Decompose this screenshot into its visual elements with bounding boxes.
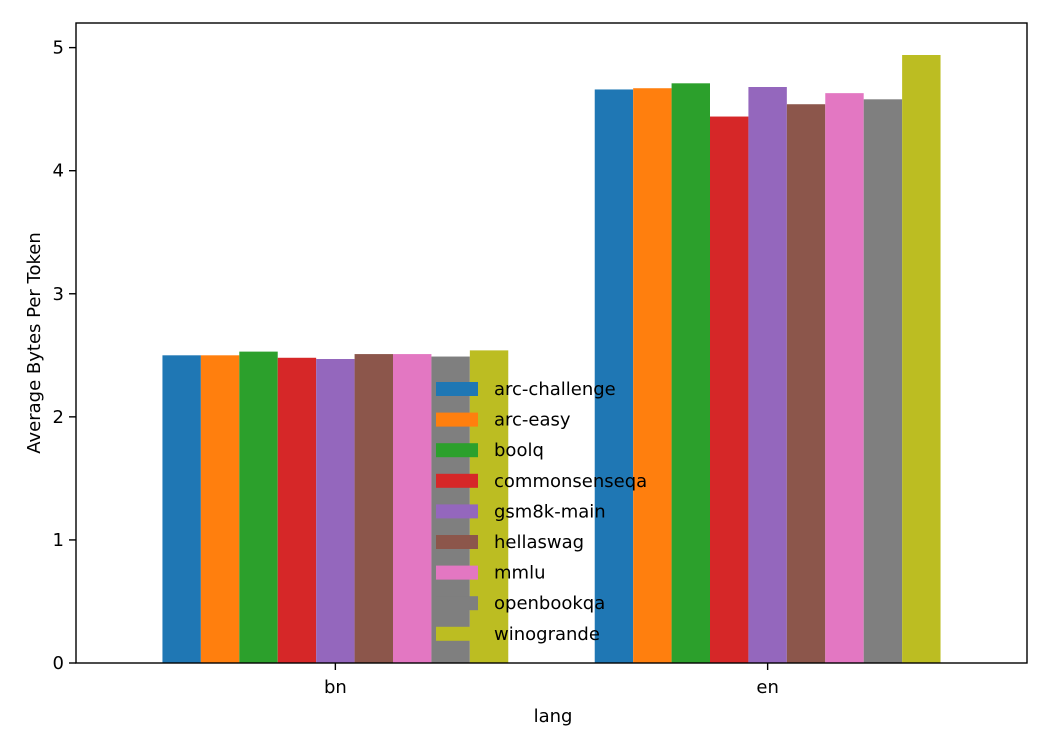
bar-gsm8k-main-bn (316, 359, 355, 663)
bar-hellaswag-en (786, 104, 826, 664)
legend-label-gsm8k-main: gsm8k-main (494, 501, 606, 522)
y-tick-label: 3 (53, 284, 64, 305)
legend-label-arc-easy: arc-easy (494, 410, 571, 431)
legend-swatch-commonsenseqa (436, 473, 478, 488)
legend-label-commonsenseqa: commonsenseqa (494, 471, 647, 492)
bar-boolq-bn (239, 351, 278, 663)
x-tick-label: bn (324, 677, 347, 698)
x-axis: bn en (324, 663, 779, 698)
legend-swatch-arc-easy (436, 412, 478, 427)
x-axis-label: lang (534, 706, 573, 727)
y-tick-label: 4 (53, 161, 64, 182)
legend-swatch-mmlu (436, 565, 478, 580)
y-tick-label: 5 (53, 38, 64, 59)
bar-arc-challenge-en (594, 89, 634, 663)
legend-swatch-boolq (436, 443, 478, 458)
bar-arc-easy-bn (200, 355, 240, 663)
legend-swatch-gsm8k-main (436, 504, 478, 519)
bar-arc-challenge-bn (162, 355, 201, 663)
bar-openbookqa-en (863, 99, 903, 663)
y-axis-label: Average Bytes Per Token (24, 232, 45, 454)
bar-boolq-en (671, 83, 710, 663)
legend-label-openbookqa: openbookqa (494, 593, 605, 614)
legend-swatch-openbookqa (436, 596, 478, 611)
y-tick-label: 2 (53, 407, 64, 428)
legend-label-mmlu: mmlu (494, 563, 545, 584)
bar-mmlu-bn (393, 354, 432, 663)
legend-label-winogrande: winogrande (494, 624, 600, 645)
bar-hellaswag-bn (354, 354, 393, 663)
bar-arc-easy-en (633, 88, 672, 664)
legend-label-boolq: boolq (494, 440, 544, 461)
legend-swatch-winogrande (436, 626, 478, 641)
legend-label-hellaswag: hellaswag (494, 532, 584, 553)
bar-gsm8k-main-en (748, 87, 787, 663)
legend-swatch-arc-challenge (436, 382, 478, 396)
x-tick-label: en (756, 677, 778, 698)
plot-frame (75, 22, 1028, 664)
bar-commonsenseqa-bn (277, 357, 317, 663)
legend: arc-challenge arc-easy boolq commonsenseqa g… (436, 379, 647, 645)
bars-layer (162, 55, 941, 664)
y-tick-label: 0 (53, 653, 64, 674)
y-axis: 0 1 2 3 4 5 (53, 38, 76, 674)
legend-swatch-hellaswag (436, 535, 478, 549)
bar-winogrande-en (902, 55, 941, 663)
legend-label-arc-challenge: arc-challenge (494, 379, 616, 400)
bar-mmlu-en (825, 93, 864, 663)
y-tick-label: 1 (53, 530, 64, 551)
bar-commonsenseqa-en (710, 116, 749, 664)
